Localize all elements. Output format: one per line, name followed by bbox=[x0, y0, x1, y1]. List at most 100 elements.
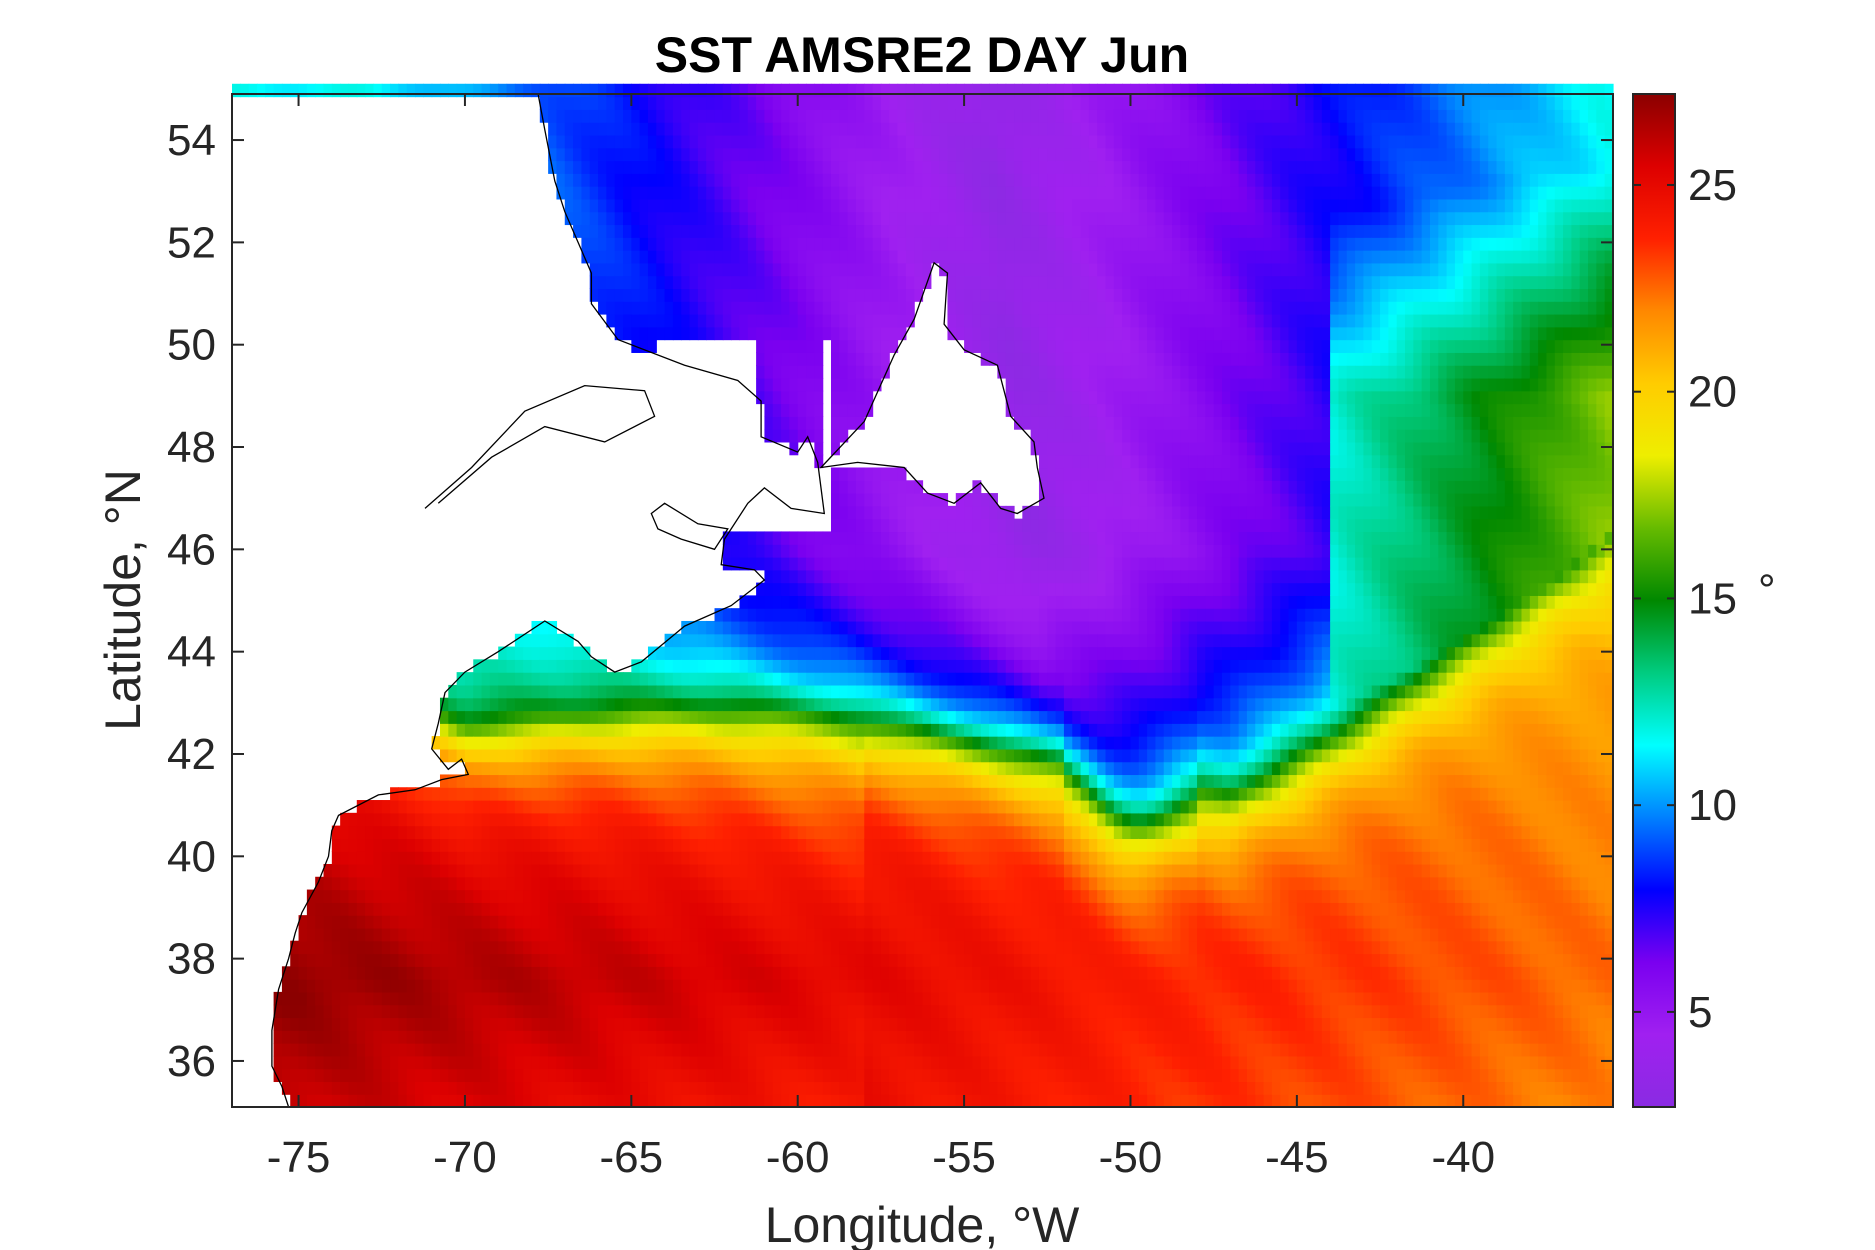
sst-cell bbox=[722, 672, 732, 686]
sst-cell bbox=[722, 902, 732, 916]
sst-cell bbox=[897, 134, 907, 149]
sst-cell bbox=[739, 838, 749, 852]
sst-cell bbox=[922, 633, 932, 648]
sst-cell bbox=[914, 672, 924, 686]
sst-cell bbox=[1014, 109, 1023, 123]
sst-cell bbox=[822, 582, 832, 596]
sst-cell bbox=[598, 1004, 607, 1019]
sst-cell bbox=[806, 122, 815, 136]
sst-cell bbox=[731, 774, 741, 788]
sst-cell bbox=[714, 620, 724, 635]
sst-cell bbox=[997, 620, 1007, 635]
sst-cell bbox=[864, 672, 874, 686]
sst-cell bbox=[872, 659, 882, 673]
sst-cell bbox=[606, 697, 616, 712]
sst-cell bbox=[855, 825, 865, 839]
sst-cell bbox=[481, 1017, 491, 1031]
sst-cell bbox=[747, 1030, 757, 1044]
sst-cell bbox=[473, 838, 483, 852]
sst-cell bbox=[722, 313, 732, 328]
sst-cell bbox=[889, 480, 899, 494]
sst-cell bbox=[623, 250, 632, 264]
sst-cell bbox=[864, 838, 874, 852]
sst-cell bbox=[606, 863, 616, 878]
sst-cell bbox=[614, 1081, 624, 1095]
sst-cell bbox=[980, 774, 990, 788]
sst-cell bbox=[1030, 659, 1040, 673]
sst-cell bbox=[739, 915, 749, 929]
sst-cell bbox=[914, 557, 924, 571]
sst-cell bbox=[298, 1004, 308, 1019]
sst-cell bbox=[498, 1081, 508, 1095]
sst-cell bbox=[1038, 979, 1048, 993]
sst-cell bbox=[681, 672, 691, 686]
sst-cell bbox=[1014, 876, 1023, 891]
sst-cell bbox=[514, 812, 524, 827]
sst-cell bbox=[847, 186, 857, 200]
sst-cell bbox=[972, 582, 982, 596]
sst-cell bbox=[989, 940, 998, 955]
sst-cell bbox=[847, 467, 857, 481]
sst-cell bbox=[947, 1081, 957, 1095]
sst-cell bbox=[781, 915, 790, 929]
sst-cell bbox=[789, 557, 799, 571]
sst-cell bbox=[905, 991, 915, 1006]
sst-cell bbox=[1014, 160, 1023, 174]
sst-cell bbox=[1038, 275, 1048, 290]
sst-cell bbox=[697, 237, 707, 251]
sst-cell bbox=[1038, 544, 1048, 558]
sst-cell bbox=[1055, 250, 1065, 264]
sst-cell bbox=[523, 1094, 533, 1108]
sst-cell bbox=[781, 250, 790, 264]
sst-cell bbox=[365, 979, 375, 993]
sst-cell bbox=[822, 927, 832, 942]
sst-cell bbox=[889, 800, 899, 814]
sst-cell bbox=[739, 313, 749, 328]
sst-cell bbox=[980, 761, 990, 776]
sst-cell bbox=[1005, 352, 1015, 366]
sst-cell bbox=[756, 838, 766, 852]
sst-cell bbox=[1014, 684, 1023, 699]
sst-cell bbox=[623, 237, 632, 251]
sst-cell bbox=[415, 902, 424, 916]
sst-cell bbox=[523, 838, 533, 852]
sst-cell bbox=[672, 940, 682, 955]
sst-cell bbox=[573, 940, 583, 955]
sst-cell bbox=[830, 608, 840, 622]
sst-cell bbox=[706, 684, 716, 699]
sst-cell bbox=[706, 633, 716, 648]
sst-cell bbox=[489, 863, 499, 878]
sst-cell bbox=[922, 812, 932, 827]
sst-cell bbox=[822, 736, 832, 750]
sst-cell bbox=[789, 198, 799, 213]
sst-cell bbox=[847, 710, 857, 724]
sst-cell bbox=[1055, 697, 1065, 712]
sst-cell bbox=[922, 723, 932, 737]
sst-cell bbox=[340, 966, 350, 980]
sst-cell bbox=[972, 531, 982, 545]
sst-cell bbox=[606, 1004, 616, 1019]
sst-cell bbox=[523, 723, 533, 737]
sst-cell bbox=[972, 83, 982, 98]
sst-cell bbox=[1047, 365, 1057, 379]
sst-cell bbox=[614, 262, 624, 277]
sst-cell bbox=[872, 812, 882, 827]
sst-cell bbox=[623, 723, 632, 737]
sst-cell bbox=[756, 301, 766, 315]
sst-cell bbox=[972, 736, 982, 750]
sst-cell bbox=[830, 1055, 840, 1070]
sst-cell bbox=[864, 505, 874, 520]
sst-cell bbox=[764, 825, 774, 839]
sst-cell bbox=[739, 697, 749, 712]
sst-cell bbox=[598, 262, 607, 277]
sst-cell bbox=[639, 940, 649, 955]
sst-cell bbox=[456, 940, 466, 955]
sst-cell bbox=[298, 1081, 308, 1095]
sst-cell bbox=[706, 160, 716, 174]
sst-cell bbox=[498, 748, 508, 763]
sst-cell bbox=[1030, 1081, 1040, 1095]
sst-cell bbox=[614, 672, 624, 686]
sst-cell bbox=[839, 659, 849, 673]
sst-cell bbox=[514, 672, 524, 686]
sst-cell bbox=[647, 134, 657, 149]
